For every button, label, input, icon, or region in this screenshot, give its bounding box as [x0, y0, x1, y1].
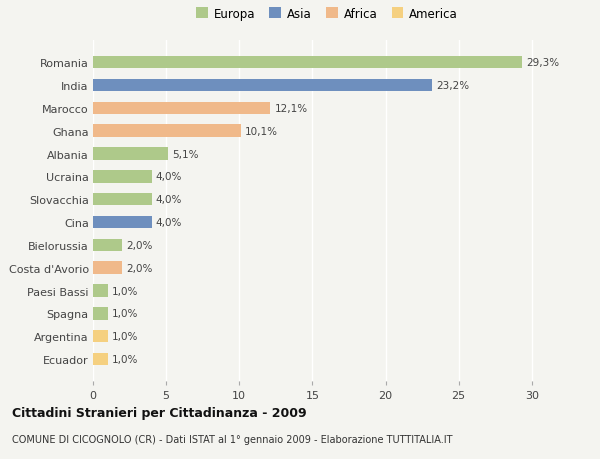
Text: 1,0%: 1,0%	[112, 286, 139, 296]
Text: 1,0%: 1,0%	[112, 331, 139, 341]
Legend: Europa, Asia, Africa, America: Europa, Asia, Africa, America	[191, 3, 463, 25]
Bar	[93, 216, 151, 229]
Text: COMUNE DI CICOGNOLO (CR) - Dati ISTAT al 1° gennaio 2009 - Elaborazione TUTTITAL: COMUNE DI CICOGNOLO (CR) - Dati ISTAT al…	[12, 434, 452, 444]
Text: 4,0%: 4,0%	[156, 218, 182, 228]
Text: 2,0%: 2,0%	[127, 263, 153, 273]
Bar	[93, 239, 122, 252]
Bar	[93, 262, 122, 274]
Text: 2,0%: 2,0%	[127, 241, 153, 250]
Bar	[93, 57, 521, 69]
Bar	[93, 308, 107, 320]
Text: 23,2%: 23,2%	[437, 81, 470, 91]
Text: 4,0%: 4,0%	[156, 172, 182, 182]
Text: 29,3%: 29,3%	[526, 58, 559, 68]
Text: 10,1%: 10,1%	[245, 126, 278, 136]
Bar	[93, 102, 270, 115]
Bar	[93, 285, 107, 297]
Bar	[93, 171, 151, 183]
Text: Cittadini Stranieri per Cittadinanza - 2009: Cittadini Stranieri per Cittadinanza - 2…	[12, 406, 307, 419]
Bar	[93, 194, 151, 206]
Text: 4,0%: 4,0%	[156, 195, 182, 205]
Text: 1,0%: 1,0%	[112, 309, 139, 319]
Text: 1,0%: 1,0%	[112, 354, 139, 364]
Bar	[93, 353, 107, 365]
Bar	[93, 79, 432, 92]
Bar	[93, 330, 107, 343]
Bar	[93, 125, 241, 138]
Text: 5,1%: 5,1%	[172, 149, 199, 159]
Bar	[93, 148, 167, 161]
Text: 12,1%: 12,1%	[274, 104, 307, 113]
